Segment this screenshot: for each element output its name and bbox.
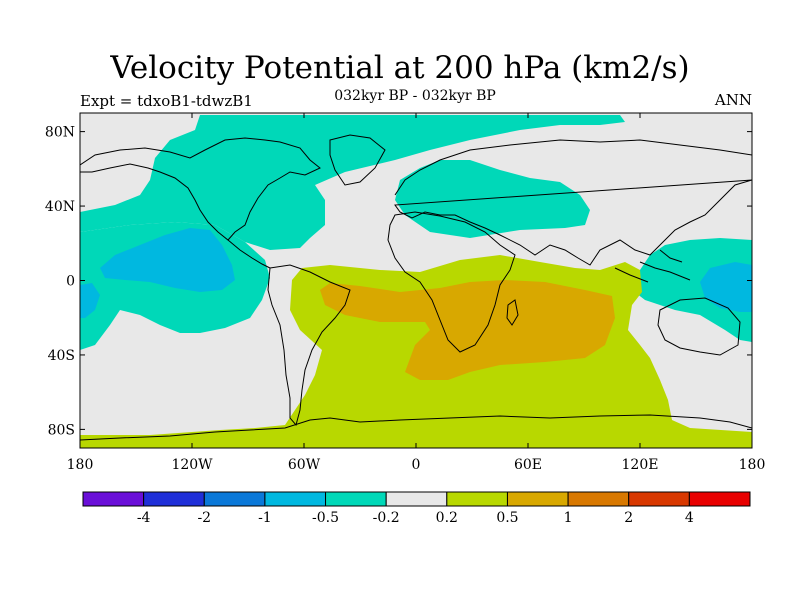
colorbar-label: -0.5 (312, 510, 339, 526)
colorbar-label: -0.2 (373, 510, 400, 526)
colorbar-swatch (446, 491, 508, 507)
x-tick-label: 60E (514, 457, 542, 473)
season-label: ANN (714, 91, 752, 109)
colorbar-label: -4 (137, 510, 151, 526)
x-tick-label: 180 (739, 457, 766, 473)
y-tick-label: 40S (48, 348, 75, 364)
coast-north-america (80, 137, 321, 241)
coast-madagascar (506, 299, 519, 326)
coast-maritime-continent (614, 249, 691, 283)
experiment-label: Expt = tdxoB1-tdwzB1 (80, 92, 253, 110)
colorbar-label: 0.5 (496, 510, 518, 526)
colorbar-label: 2 (624, 510, 633, 526)
coast-africa (387, 211, 516, 353)
y-tick-label: 80N (45, 125, 75, 141)
y-tick-label: 0 (66, 274, 75, 290)
field-core-west-pacific (700, 262, 752, 312)
colorbar-label: 4 (685, 510, 694, 526)
coast-central-america (227, 239, 271, 269)
coast-europe-asia (394, 139, 752, 266)
coast-antarctica (80, 414, 752, 441)
colorbar-swatch (385, 491, 448, 507)
colorbar: -4 -2 -1 -0.5 -0.2 0.2 0.5 1 2 4 (82, 491, 751, 526)
map-plot-area (80, 113, 752, 448)
coast-south-america (267, 264, 351, 427)
colorbar-swatch (325, 491, 387, 507)
map-subtitle: 032kyr BP - 032kyr BP (334, 88, 496, 104)
field-pos-core (320, 280, 615, 380)
coastlines (80, 134, 752, 441)
colorbar-label: 1 (564, 510, 573, 526)
coast-australia (657, 297, 741, 356)
colorbar-label: 0.2 (436, 510, 458, 526)
colorbar-swatch (143, 491, 205, 507)
map-title: Velocity Potential at 200 hPa (km2/s) (110, 50, 690, 86)
colorbar-swatch (203, 491, 266, 507)
x-tick-label: 0 (412, 457, 421, 473)
field-neg-eurasia (395, 160, 590, 238)
colorbar-swatch (567, 491, 630, 507)
x-tick-label: 180 (67, 457, 94, 473)
y-tick-label: 80S (48, 422, 75, 438)
x-tick-label: 120E (622, 457, 659, 473)
colorbar-swatch (628, 491, 690, 507)
field-neg-north-america (80, 115, 625, 250)
field-core-dateline (80, 283, 100, 318)
colorbar-swatch (506, 491, 569, 507)
x-tick-label: 120W (171, 457, 213, 473)
colorbar-swatch (264, 491, 327, 507)
coast-greenland (329, 134, 386, 186)
y-axis-ticks: 80N 40N 0 40S 80S (45, 125, 752, 438)
colorbar-label: -2 (197, 510, 211, 526)
x-axis-ticks: 180 120W 60W 0 60E 120E 180 (67, 113, 766, 473)
field-core-east-pacific (100, 228, 235, 292)
colorbar-label: -1 (258, 510, 272, 526)
colorbar-swatch (82, 491, 145, 507)
colorbar-swatch (688, 491, 751, 507)
x-tick-label: 60W (288, 457, 321, 473)
y-tick-label: 40N (45, 199, 75, 215)
field-neg-west-pacific (632, 238, 752, 342)
